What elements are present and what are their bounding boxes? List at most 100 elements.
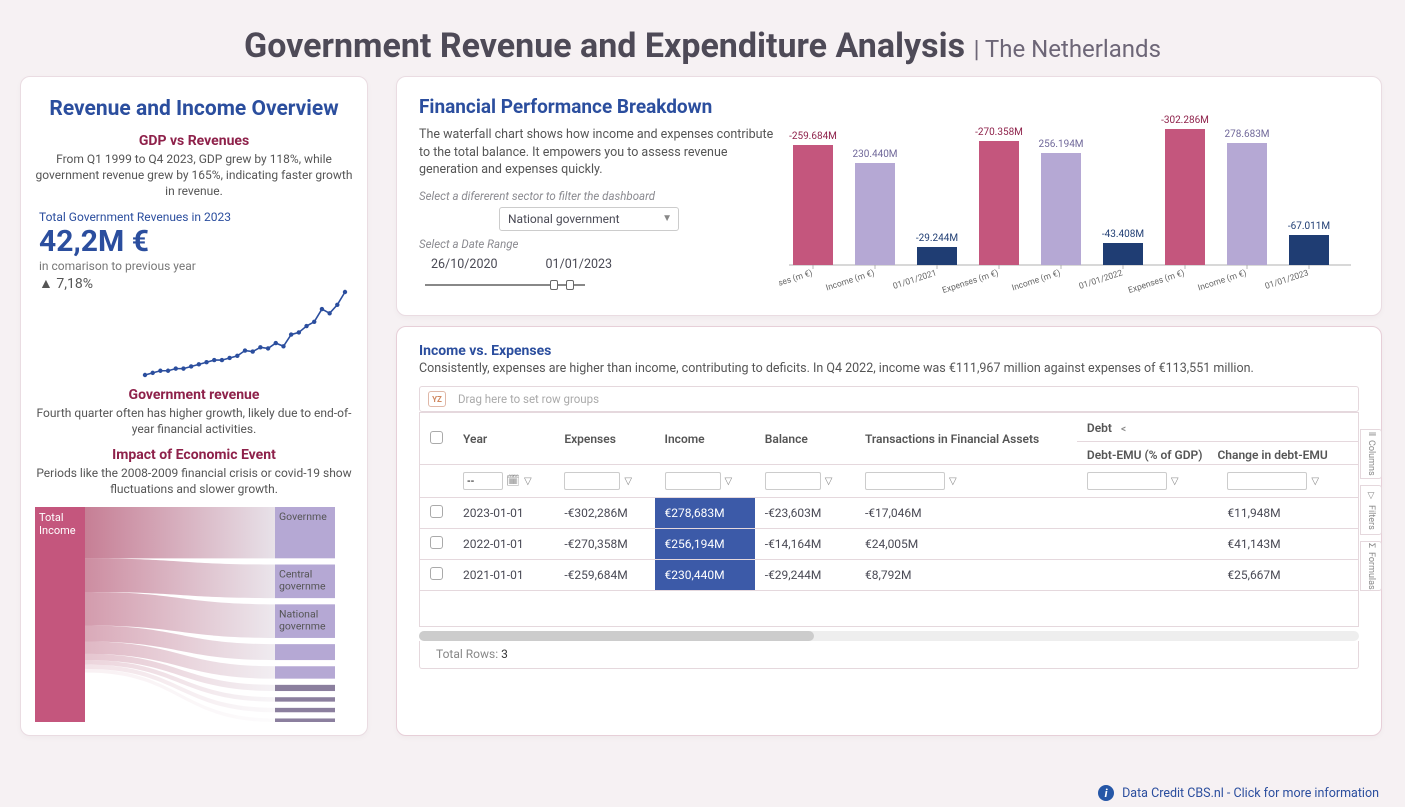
- filter-balance[interactable]: [765, 472, 821, 490]
- svg-text:Expenses (m €): Expenses (m €): [941, 267, 1000, 296]
- col-transactions[interactable]: Transactions in Financial Assets: [855, 413, 1077, 465]
- date-from: 26/10/2020: [431, 257, 498, 272]
- cell-debt-emu: [1077, 529, 1217, 560]
- chevron-left-icon[interactable]: <: [1121, 424, 1126, 435]
- filter-trans[interactable]: [865, 472, 945, 490]
- table-row[interactable]: 2022-01-01 -€270,358M €256,194M -€14,164…: [420, 529, 1359, 560]
- breakdown-body: The waterfall chart shows how income and…: [419, 126, 779, 179]
- filter-change-debt[interactable]: [1227, 472, 1307, 490]
- slider-track: [425, 284, 585, 286]
- breakdown-card: Financial Performance Breakdown The wate…: [396, 76, 1382, 316]
- filter-debt-emu[interactable]: [1087, 472, 1167, 490]
- cell-income: €230,440M: [655, 560, 755, 591]
- overview-card: Revenue and Income Overview GDP vs Reven…: [20, 76, 368, 736]
- row-checkbox[interactable]: [430, 536, 443, 549]
- filter-hint: Select a difererent sector to filter the…: [419, 189, 779, 203]
- horizontal-scrollbar[interactable]: [419, 631, 1359, 641]
- row-checkbox[interactable]: [430, 567, 443, 580]
- col-change-debt[interactable]: Change in debt-EMU: [1217, 448, 1348, 462]
- row-checkbox[interactable]: [430, 505, 443, 518]
- cell-trans: €24,005M: [855, 529, 1077, 560]
- total-rev-value: 42,2M €: [35, 224, 353, 259]
- sparkline-chart: [35, 266, 353, 381]
- sector-select[interactable]: National government ▼: [499, 207, 679, 231]
- cell-balance: -€14,164M: [755, 529, 855, 560]
- page-subtitle: | The Netherlands: [974, 35, 1161, 63]
- filter-icon: ▽: [1366, 491, 1376, 501]
- gdp-heading: GDP vs Revenues: [35, 133, 353, 149]
- col-group-debt[interactable]: Debt: [1087, 421, 1112, 435]
- slider-thumb-from[interactable]: [550, 280, 558, 290]
- svg-text:01/01/2021: 01/01/2021: [892, 268, 938, 291]
- side-tab-filters[interactable]: ▽ Filters: [1360, 485, 1382, 535]
- svg-text:Income (m €): Income (m €): [824, 267, 876, 293]
- col-debt-emu[interactable]: Debt-EMU (% of GDP): [1087, 448, 1218, 462]
- cell-balance: -€29,244M: [755, 560, 855, 591]
- cell-year: 2023-01-01: [453, 498, 554, 529]
- svg-text:Income (m €): Income (m €): [1196, 267, 1248, 293]
- svg-text:Expenses (m €): Expenses (m €): [1127, 267, 1186, 296]
- col-income[interactable]: Income: [655, 413, 755, 465]
- svg-text:01/01/2022: 01/01/2022: [1078, 268, 1124, 292]
- col-year[interactable]: Year: [453, 413, 554, 465]
- cell-year: 2022-01-01: [453, 529, 554, 560]
- cell-income: €256,194M: [655, 529, 755, 560]
- svg-text:Total: Total: [39, 511, 64, 524]
- page-title-text: Government Revenue and Expenditure Analy…: [244, 26, 965, 66]
- gdp-body: From Q1 1999 to Q4 2023, GDP grew by 118…: [35, 151, 353, 200]
- impact-body: Periods like the 2008-2009 financial cri…: [35, 465, 353, 497]
- cell-trans: €8,792M: [855, 560, 1077, 591]
- group-drop-label: Drag here to set row groups: [458, 392, 599, 406]
- impact-heading: Impact of Economic Event: [35, 447, 353, 463]
- data-credit-link[interactable]: i Data Credit CBS.nl - Click for more in…: [1098, 785, 1379, 801]
- scrollbar-thumb[interactable]: [419, 631, 814, 641]
- svg-text:01/01/2023: 01/01/2023: [1264, 268, 1310, 292]
- svg-text:256.194M: 256.194M: [1038, 139, 1083, 150]
- svg-text:-67.011M: -67.011M: [1288, 221, 1330, 232]
- info-icon: i: [1098, 785, 1114, 801]
- svg-text:-270.358M: -270.358M: [975, 127, 1023, 138]
- chevron-down-icon: ▼: [662, 213, 672, 224]
- overview-heading: Revenue and Income Overview: [35, 97, 353, 121]
- svg-text:-302.286M: -302.286M: [1161, 115, 1209, 126]
- select-all-checkbox[interactable]: [430, 431, 443, 444]
- group-drop-zone[interactable]: YZ Drag here to set row groups: [419, 386, 1359, 412]
- side-tab-formulas[interactable]: Σ Formulas: [1360, 541, 1382, 591]
- waterfall-chart: -259.684MExpenses (m €)230.440MIncome (m…: [779, 95, 1359, 305]
- table-row[interactable]: 2021-01-01 -€259,684M €230,440M -€29,244…: [420, 560, 1359, 591]
- gov-rev-body: Fourth quarter often has higher growth, …: [35, 405, 353, 437]
- svg-text:Income (m €): Income (m €): [1010, 267, 1062, 293]
- sankey-chart: TotalIncomeGovernmeCentralgovernmeNation…: [35, 507, 353, 725]
- cell-change-debt: €25,667M: [1217, 560, 1358, 591]
- cell-debt-emu: [1077, 560, 1217, 591]
- date-slider[interactable]: [425, 278, 585, 292]
- slider-thumb-to[interactable]: [566, 280, 574, 290]
- cell-change-debt: €41,143M: [1217, 529, 1358, 560]
- cell-trans: -€17,046M: [855, 498, 1077, 529]
- filter-expenses[interactable]: [564, 472, 620, 490]
- col-balance[interactable]: Balance: [755, 413, 855, 465]
- svg-text:-259.684M: -259.684M: [789, 131, 837, 142]
- svg-text:governme: governme: [279, 580, 326, 593]
- col-expenses[interactable]: Expenses: [554, 413, 654, 465]
- date-hint: Select a Date Range: [419, 237, 779, 251]
- filter-year[interactable]: [463, 472, 503, 490]
- cell-debt-emu: [1077, 498, 1217, 529]
- sigma-icon: Σ: [1366, 543, 1376, 548]
- cell-change-debt: €11,948M: [1217, 498, 1358, 529]
- group-icon: YZ: [428, 391, 446, 407]
- cell-expenses: -€259,684M: [554, 560, 654, 591]
- svg-text:Governme: Governme: [279, 510, 327, 523]
- data-credit-text: Data Credit CBS.nl - Click for more info…: [1122, 786, 1379, 801]
- table-row[interactable]: 2023-01-01 -€302,286M €278,683M -€23,603…: [420, 498, 1359, 529]
- table-body: Consistently, expenses are higher than i…: [419, 361, 1359, 376]
- cell-year: 2021-01-01: [453, 560, 554, 591]
- svg-text:Income: Income: [39, 524, 76, 537]
- cell-expenses: -€270,358M: [554, 529, 654, 560]
- svg-text:-29.244M: -29.244M: [916, 233, 958, 244]
- filter-income[interactable]: [665, 472, 721, 490]
- side-tab-columns[interactable]: ⦀ Columns: [1360, 429, 1382, 479]
- total-rows-value: 3: [501, 647, 508, 661]
- svg-text:Expenses (m €): Expenses (m €): [779, 267, 814, 296]
- cell-balance: -€23,603M: [755, 498, 855, 529]
